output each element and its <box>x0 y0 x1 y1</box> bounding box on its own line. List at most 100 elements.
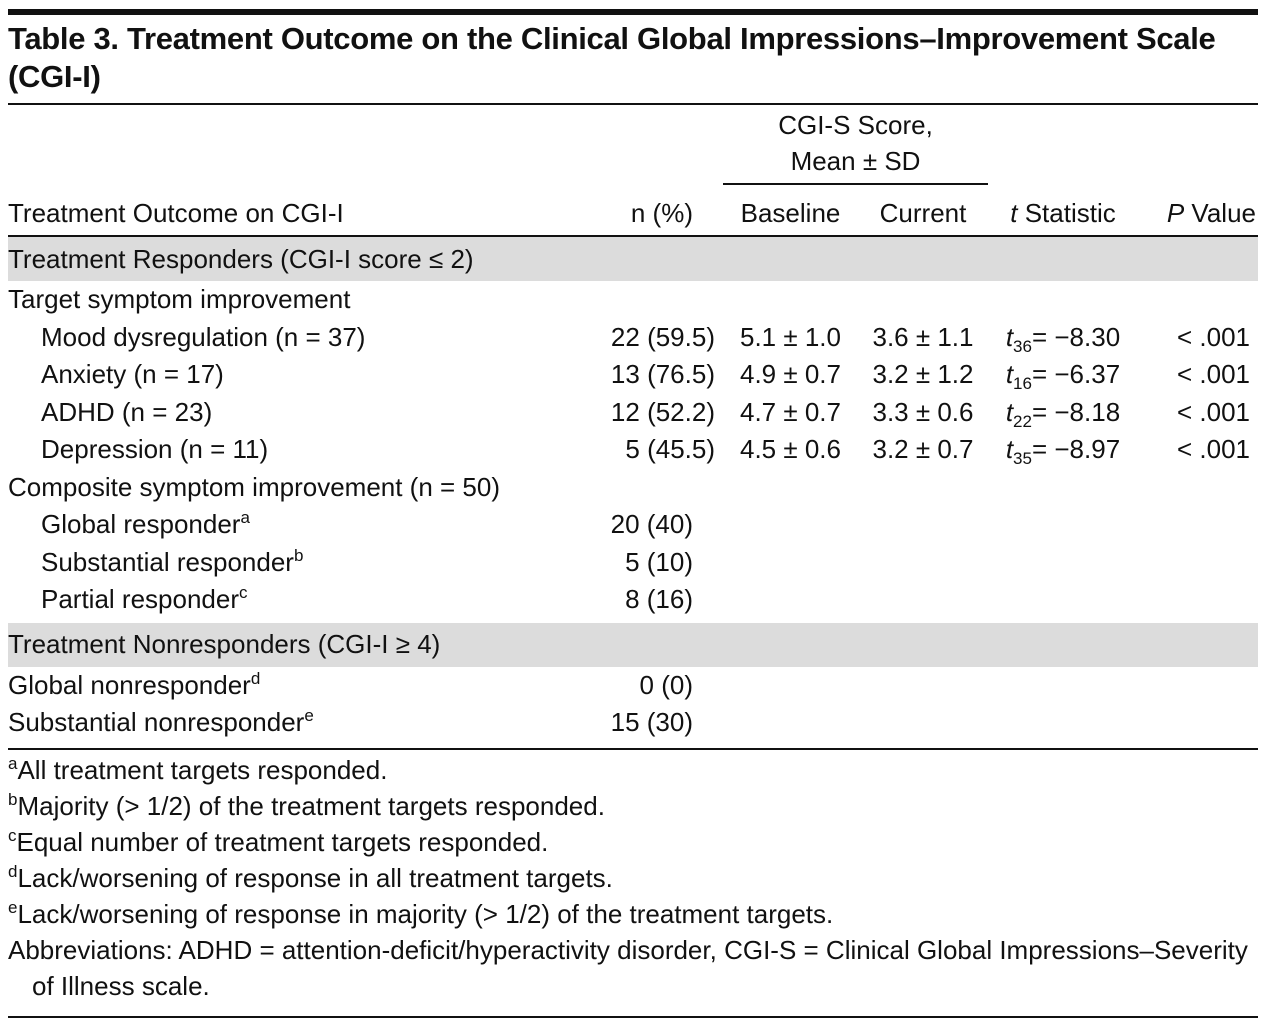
text: Value <box>1191 198 1256 228</box>
t-cell <box>988 581 1138 619</box>
t-cell <box>988 667 1138 705</box>
rule <box>8 103 1258 105</box>
footnote-text: Lack/worsening of response in majority (… <box>17 899 834 929</box>
baseline-cell: 4.9 ± 0.7 <box>739 359 841 390</box>
table-body: Treatment Responders (CGI-I score ≤ 2) Ta… <box>8 236 1258 742</box>
row: Substantial nonrespondere 15 (30) <box>8 704 1258 742</box>
row: Depression (n = 11) 5 (45.5) 4.5 ± 0.6 3.2 … <box>8 431 1258 469</box>
current-cell <box>858 704 988 742</box>
baseline-cell <box>723 469 858 507</box>
t-cell: t22= −8.18 <box>988 394 1138 432</box>
row-label: Target symptom improvement <box>8 281 598 319</box>
footnote-mark: a <box>8 754 18 773</box>
row-label: Substantial responderb <box>8 544 598 582</box>
baseline-cell: 5.1 ± 1.0 <box>739 321 841 352</box>
footnote-mark: e <box>8 898 18 917</box>
col-header: P Value <box>1138 184 1258 237</box>
footnote-mark: d <box>8 862 18 881</box>
row-label: ADHD (n = 23) <box>8 394 598 432</box>
baseline-cell <box>723 704 858 742</box>
footnote: aAll treatment targets responded. <box>8 752 1258 788</box>
n-cell <box>598 281 723 319</box>
label: Global nonresponder <box>8 669 251 700</box>
row: Mood dysregulation (n = 37) 22 (59.5) 5.1 … <box>8 319 1258 357</box>
footnote-mark: d <box>250 668 261 688</box>
footnote: cEqual number of treatment targets respo… <box>8 824 1258 860</box>
label: Substantial nonresponder <box>8 707 305 738</box>
label: Substantial responder <box>41 546 294 577</box>
t-symbol: t <box>1005 359 1014 390</box>
footnote: bMajority (> 1/2) of the treatment targe… <box>8 788 1258 824</box>
text: Statistic <box>1024 198 1116 228</box>
rule <box>8 748 1258 750</box>
section-label: Treatment Responders (CGI-I score ≤ 2) <box>8 236 1258 281</box>
t-symbol: t <box>1005 321 1014 352</box>
col-header: Treatment Outcome on CGI-I <box>8 184 598 237</box>
row-label: Partial responderc <box>8 581 598 619</box>
current-cell: 3.6 ± 1.1 <box>872 321 974 352</box>
current-cell <box>858 667 988 705</box>
row: Treatment Nonresponders (CGI-I ≥ 4) <box>8 622 1258 667</box>
row-label: Mood dysregulation (n = 37) <box>8 319 598 357</box>
col-header: t Statistic <box>988 184 1138 237</box>
footnote-mark: a <box>240 508 250 528</box>
abbreviations: Abbreviations: ADHD = attention-deficit/… <box>8 935 1248 1001</box>
t-df: 36 <box>1013 336 1032 356</box>
row: Global respondera 20 (40) <box>8 506 1258 544</box>
footnote-mark: b <box>293 545 304 565</box>
p-cell <box>1138 281 1258 319</box>
table-title: Table 3. Treatment Outcome on the Clinic… <box>8 21 1216 94</box>
t-cell <box>988 704 1138 742</box>
t-value: = −8.30 <box>1031 321 1121 352</box>
baseline-cell <box>723 581 858 619</box>
n-cell: 15 (30) <box>610 707 693 738</box>
label: Target symptom improvement <box>8 284 351 315</box>
top-rule <box>8 9 1258 15</box>
baseline-cell: 4.7 ± 0.7 <box>739 396 841 427</box>
p-cell <box>1138 667 1258 705</box>
t-symbol: t <box>1005 396 1014 427</box>
current-cell: 3.2 ± 0.7 <box>872 434 974 465</box>
current-cell <box>858 281 988 319</box>
label: Composite symptom improvement (n = 50) <box>8 471 501 502</box>
t-value: = −8.18 <box>1031 396 1121 427</box>
t-df: 22 <box>1013 411 1032 431</box>
current-cell <box>858 544 988 582</box>
row-label: Composite symptom improvement (n = 50) <box>8 469 598 507</box>
footnote-mark: b <box>8 790 18 809</box>
label: Mood dysregulation (n = 37) <box>41 321 366 352</box>
label: Depression (n = 11) <box>41 434 269 465</box>
col-header: n (%) <box>598 184 723 237</box>
t-cell: t36= −8.30 <box>988 319 1138 357</box>
n-cell: 0 (0) <box>639 669 693 700</box>
current-cell <box>858 581 988 619</box>
p-cell <box>1138 506 1258 544</box>
row: Partial responderc 8 (16) <box>8 581 1258 619</box>
row: Treatment Responders (CGI-I score ≤ 2) <box>8 236 1258 281</box>
n-cell: 8 (16) <box>625 584 693 615</box>
n-cell <box>598 469 723 507</box>
current-cell: 3.2 ± 1.2 <box>872 359 974 390</box>
baseline-cell <box>723 544 858 582</box>
footnote-text: All treatment targets responded. <box>17 755 388 785</box>
t-cell: t16= −6.37 <box>988 356 1138 394</box>
table: CGI-S Score, Mean ± SD Treatment Outcome … <box>8 107 1258 742</box>
italic: P <box>1166 198 1185 228</box>
label: ADHD (n = 23) <box>41 396 213 427</box>
n-cell: 20 (40) <box>610 509 693 540</box>
baseline-cell: 4.5 ± 0.6 <box>739 434 841 465</box>
t-symbol: t <box>1005 434 1014 465</box>
row-label: Global nonresponderd <box>8 667 598 705</box>
footnote: dLack/worsening of response in all treat… <box>8 860 1258 896</box>
t-cell <box>988 281 1138 319</box>
p-cell: < .001 <box>1176 321 1250 352</box>
t-cell <box>988 469 1138 507</box>
italic: t <box>1010 198 1018 228</box>
label: Global responder <box>41 509 241 540</box>
footnote-text: Lack/worsening of response in all treatm… <box>17 863 613 893</box>
baseline-cell <box>723 667 858 705</box>
footnote-mark: c <box>239 583 248 603</box>
footnote-text: Majority (> 1/2) of the treatment target… <box>17 791 605 821</box>
row: ADHD (n = 23) 12 (52.2) 4.7 ± 0.7 3.3 ± 0.6… <box>8 394 1258 432</box>
n-cell: 13 (76.5) <box>610 359 715 390</box>
